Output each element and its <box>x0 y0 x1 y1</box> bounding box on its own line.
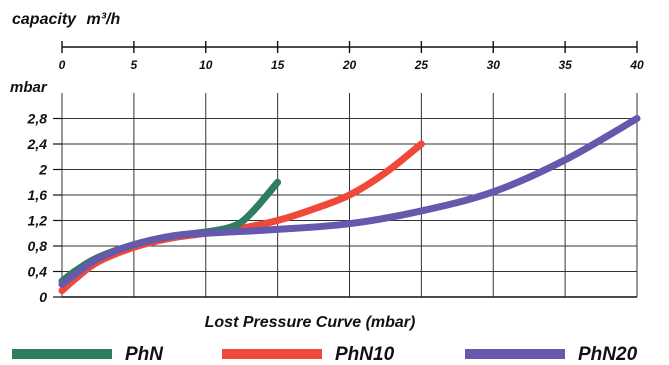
x-tick-label: 35 <box>558 58 572 72</box>
x-tick-label: 0 <box>59 58 66 72</box>
y-tick-label: 0 <box>39 289 47 305</box>
legend-label-phn10: PhN10 <box>335 344 395 365</box>
x-axis: 0 5 10 15 20 25 30 35 40 <box>59 41 644 72</box>
x-tick-label: 30 <box>487 58 501 72</box>
series-lines <box>58 115 641 295</box>
x-axis-label-unit: m³/h <box>87 11 121 28</box>
x-tick-label: 20 <box>342 58 357 72</box>
y-tick-label: 2,8 <box>27 111 48 127</box>
y-tick-label: 1,6 <box>28 187 48 203</box>
x-tick-label: 15 <box>271 58 285 72</box>
x-tick-label: 10 <box>199 58 213 72</box>
chart-title: Lost Pressure Curve (mbar) <box>205 314 416 331</box>
x-axis-label-prefix: capacity <box>12 11 77 28</box>
y-tick-label: 2,4 <box>27 136 48 152</box>
x-tick-label: 40 <box>629 58 644 72</box>
y-tick-label: 1,2 <box>28 213 48 229</box>
x-tick-label: 25 <box>414 58 429 72</box>
y-tick-label: 2 <box>38 162 47 178</box>
x-axis-label: capacity m³/h <box>12 11 121 28</box>
y-tick-label: 0,4 <box>28 264 48 280</box>
y-axis-label: mbar <box>10 79 48 96</box>
legend-label-phn: PhN <box>125 344 164 365</box>
series-line-phn10 <box>58 140 425 295</box>
series-line-phn20 <box>58 115 641 288</box>
y-tick-label: 0,8 <box>28 238 48 254</box>
y-axis: 0 0,4 0,8 1,2 1,6 2 2,4 2,8 <box>27 111 62 305</box>
x-tick-label: 5 <box>131 58 138 72</box>
legend-label-phn20: PhN20 <box>578 344 638 365</box>
legend: PhN PhN10 PhN20 <box>12 344 638 365</box>
